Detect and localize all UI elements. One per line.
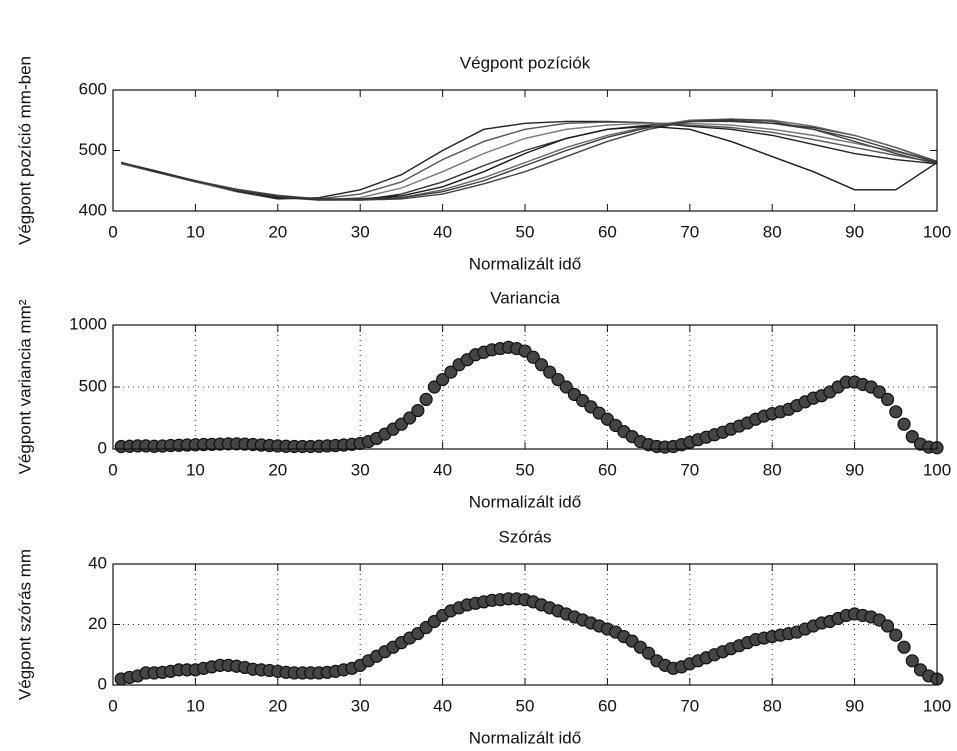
data-point <box>880 619 895 633</box>
data-point <box>641 646 656 660</box>
x-tick-label: 40 <box>433 460 452 479</box>
data-point <box>872 385 886 399</box>
data-point <box>889 628 903 642</box>
x-tick-label: 80 <box>763 222 782 241</box>
data-point <box>889 405 903 419</box>
x-tick-label: 10 <box>186 222 205 241</box>
data-point <box>419 392 433 406</box>
data-point <box>427 380 441 394</box>
y-tick-label: 500 <box>79 140 107 159</box>
x-tick-label: 20 <box>268 460 287 479</box>
x-tick-label: 10 <box>186 696 205 715</box>
x-axis-label: Normalizált idő <box>469 728 581 747</box>
y-tick-label: 500 <box>79 376 107 395</box>
x-tick-label: 60 <box>598 222 617 241</box>
data-point <box>444 365 458 379</box>
x-axis-label: Normalizált idő <box>469 492 581 511</box>
data-point <box>436 372 450 387</box>
x-tick-label: 0 <box>108 222 117 241</box>
y-tick-label: 1000 <box>69 314 107 333</box>
x-axis-label: Normalizált idő <box>469 254 581 273</box>
x-tick-label: 0 <box>108 460 117 479</box>
x-tick-label: 40 <box>433 222 452 241</box>
x-tick-label: 80 <box>763 460 782 479</box>
y-axis-label: Végpont variancia mm² <box>15 299 34 474</box>
data-point <box>551 372 565 387</box>
x-tick-label: 10 <box>186 460 205 479</box>
x-tick-label: 20 <box>268 222 287 241</box>
y-tick-label: 400 <box>79 200 107 219</box>
y-tick-label: 0 <box>98 674 107 693</box>
data-point <box>543 365 557 379</box>
x-tick-label: 40 <box>433 696 452 715</box>
x-tick-label: 90 <box>845 696 864 715</box>
x-tick-label: 30 <box>351 222 370 241</box>
x-tick-label: 0 <box>108 696 117 715</box>
data-point <box>526 350 540 364</box>
data-point <box>559 380 573 394</box>
y-tick-label: 0 <box>98 438 107 457</box>
x-tick-label: 70 <box>680 460 699 479</box>
x-tick-label: 30 <box>351 460 370 479</box>
data-point <box>411 403 425 418</box>
y-axis-label: Végpont szórás mm <box>15 549 34 700</box>
x-tick-label: 60 <box>598 460 617 479</box>
x-tick-label: 50 <box>516 696 535 715</box>
x-tick-label: 30 <box>351 696 370 715</box>
x-tick-label: 100 <box>923 222 951 241</box>
y-tick-label: 20 <box>88 614 107 633</box>
y-tick-label: 40 <box>88 553 107 572</box>
axes-box <box>112 89 938 212</box>
x-tick-label: 90 <box>845 460 864 479</box>
axes-box <box>112 563 938 686</box>
data-point <box>905 430 919 444</box>
data-point <box>534 358 549 372</box>
data-point <box>403 411 417 425</box>
y-axis-label: Végpont pozíció mm-ben <box>15 56 34 245</box>
chart-title: Variancia <box>490 288 560 307</box>
x-tick-label: 50 <box>516 222 535 241</box>
x-tick-label: 100 <box>923 696 951 715</box>
chart-title: Szórás <box>499 527 552 546</box>
axes-box <box>112 324 938 450</box>
data-point <box>897 417 911 431</box>
x-tick-label: 80 <box>763 696 782 715</box>
x-tick-label: 100 <box>923 460 951 479</box>
x-tick-label: 90 <box>845 222 864 241</box>
x-tick-label: 70 <box>680 222 699 241</box>
series-line <box>121 125 938 200</box>
x-tick-label: 20 <box>268 696 287 715</box>
y-tick-label: 600 <box>79 79 107 98</box>
data-point <box>880 392 895 406</box>
data-point <box>897 640 911 654</box>
series-line <box>121 119 938 201</box>
x-tick-label: 70 <box>680 696 699 715</box>
chart-title: Végpont pozíciók <box>460 53 591 72</box>
data-point <box>905 654 919 668</box>
x-tick-label: 50 <box>516 460 535 479</box>
x-tick-label: 60 <box>598 696 617 715</box>
